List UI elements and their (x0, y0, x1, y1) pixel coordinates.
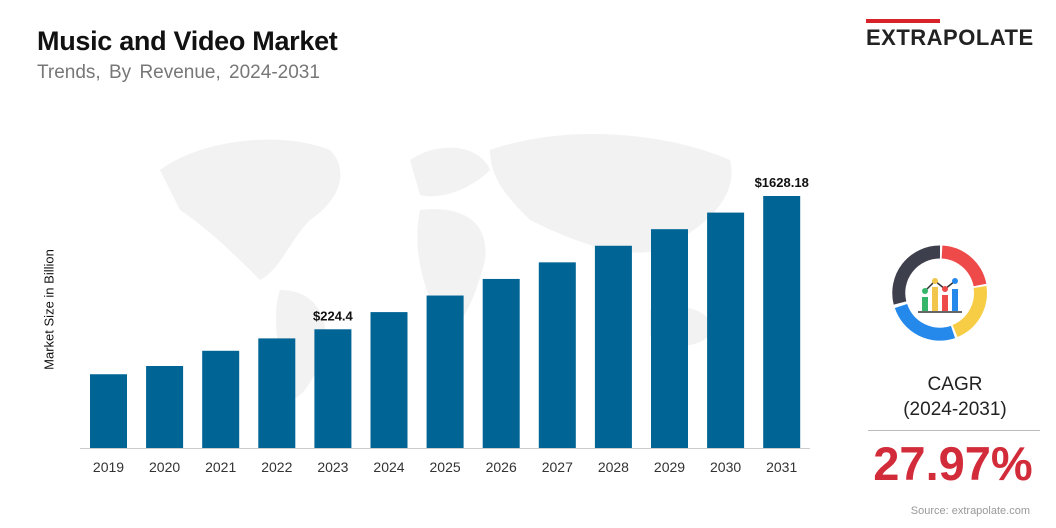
x-tick-label: 2023 (317, 459, 348, 475)
x-tick-label: 2024 (373, 459, 404, 475)
logo-text: EXTRAPOLATE (866, 25, 1034, 50)
bar-2019 (90, 374, 127, 448)
source-note: Source: extrapolate.com (910, 505, 1030, 517)
x-tick-label: 2026 (486, 459, 517, 475)
x-tick-label: 2028 (598, 459, 629, 475)
logo-accent-bar (866, 19, 940, 23)
x-tick-label: 2022 (261, 459, 292, 475)
extrapolate-logo: EXTRAPOLATE (866, 19, 1038, 51)
bar-2031 (763, 196, 801, 448)
bar-chart: 2019 2020 2021 2022 2023 $224.4 2024 2025 2026 20… (80, 175, 810, 475)
bar-2026 (482, 278, 520, 448)
bar-2022 (258, 338, 296, 448)
x-tick-label: 2020 (149, 459, 180, 475)
x-tick-label: 2031 (766, 459, 797, 475)
chart-title: Music and Video Market (37, 26, 338, 56)
bar-2030 (707, 212, 745, 448)
cagr-value: 27.97% (873, 437, 1033, 490)
x-tick-label: 2029 (654, 459, 685, 475)
x-tick-label: 2021 (205, 459, 236, 475)
x-tick-label: 2030 (710, 459, 741, 475)
cagr-title: CAGR (927, 374, 983, 395)
data-label: $1628.18 (755, 175, 809, 190)
bar-2029 (651, 229, 688, 448)
bar-2020 (146, 365, 184, 448)
bar-2024 (370, 312, 408, 448)
cagr-period: (2024-2031) (903, 399, 1007, 420)
bar-2027 (538, 262, 576, 448)
data-label: $224.4 (313, 308, 354, 323)
chart-subtitle: Trends, By Revenue, 2024-2031 (37, 62, 320, 83)
bar-2028 (594, 245, 632, 448)
donut-chart-analytics-icon (892, 245, 987, 341)
cagr-label: CAGR (2024-2031) (870, 372, 1040, 422)
bar-2023 (314, 329, 352, 448)
x-tick-label: 2019 (93, 459, 124, 475)
bar-2021 (202, 350, 240, 448)
bar-2025 (426, 295, 464, 448)
x-tick-label: 2027 (542, 459, 573, 475)
divider (868, 430, 1040, 431)
x-tick-label: 2025 (430, 459, 461, 475)
